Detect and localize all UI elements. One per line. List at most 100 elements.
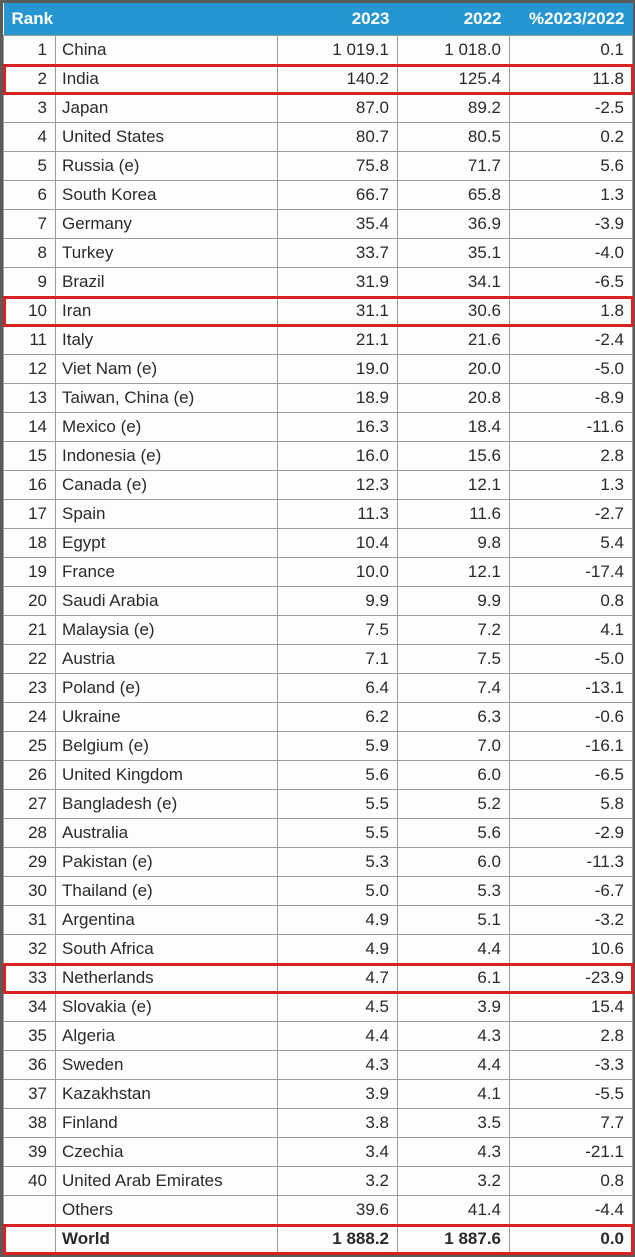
cell-country: Egypt <box>56 529 278 558</box>
table-row: Others39.641.4-4.4 <box>4 1196 633 1225</box>
cell-pct: -3.3 <box>510 1051 633 1080</box>
cell-rank: 35 <box>4 1022 56 1051</box>
cell-rank: 24 <box>4 703 56 732</box>
col-header-2022: 2022 <box>398 3 510 36</box>
cell-country: Indonesia (e) <box>56 442 278 471</box>
cell-y2023: 39.6 <box>278 1196 398 1225</box>
cell-pct: -13.1 <box>510 674 633 703</box>
header-row: Rank 2023 2022 %2023/2022 <box>4 3 633 36</box>
table-body: 1China1 019.11 018.00.12India140.2125.41… <box>4 36 633 1254</box>
cell-country: World <box>56 1225 278 1254</box>
table-row: 38Finland3.83.57.7 <box>4 1109 633 1138</box>
cell-y2022: 3.5 <box>398 1109 510 1138</box>
cell-country: Kazakhstan <box>56 1080 278 1109</box>
table-row: 4United States80.780.50.2 <box>4 123 633 152</box>
cell-pct: -6.7 <box>510 877 633 906</box>
cell-rank: 26 <box>4 761 56 790</box>
cell-y2022: 1 018.0 <box>398 36 510 65</box>
cell-y2022: 6.0 <box>398 761 510 790</box>
table-container: Rank 2023 2022 %2023/2022 1China1 019.11… <box>0 0 635 1257</box>
cell-pct: -2.5 <box>510 94 633 123</box>
cell-country: Netherlands <box>56 964 278 993</box>
cell-country: Finland <box>56 1109 278 1138</box>
cell-rank: 7 <box>4 210 56 239</box>
cell-y2023: 66.7 <box>278 181 398 210</box>
cell-pct: -23.9 <box>510 964 633 993</box>
cell-pct: -2.4 <box>510 326 633 355</box>
table-row: 25Belgium (e)5.97.0-16.1 <box>4 732 633 761</box>
cell-rank: 6 <box>4 181 56 210</box>
table-row: 29Pakistan (e)5.36.0-11.3 <box>4 848 633 877</box>
cell-country: Australia <box>56 819 278 848</box>
cell-pct: 15.4 <box>510 993 633 1022</box>
cell-y2023: 33.7 <box>278 239 398 268</box>
cell-rank: 17 <box>4 500 56 529</box>
cell-country: Viet Nam (e) <box>56 355 278 384</box>
cell-y2022: 65.8 <box>398 181 510 210</box>
cell-rank: 37 <box>4 1080 56 1109</box>
table-frame: Rank 2023 2022 %2023/2022 1China1 019.11… <box>0 0 635 1257</box>
table-row: 27Bangladesh (e)5.55.25.8 <box>4 790 633 819</box>
cell-country: Others <box>56 1196 278 1225</box>
cell-y2022: 15.6 <box>398 442 510 471</box>
cell-y2022: 3.9 <box>398 993 510 1022</box>
cell-pct: -11.3 <box>510 848 633 877</box>
cell-country: Thailand (e) <box>56 877 278 906</box>
cell-rank: 1 <box>4 36 56 65</box>
table-row: 22Austria7.17.5-5.0 <box>4 645 633 674</box>
cell-pct: -0.6 <box>510 703 633 732</box>
cell-y2022: 80.5 <box>398 123 510 152</box>
cell-rank: 9 <box>4 268 56 297</box>
cell-y2023: 1 019.1 <box>278 36 398 65</box>
cell-pct: -3.9 <box>510 210 633 239</box>
cell-y2023: 3.8 <box>278 1109 398 1138</box>
cell-rank: 30 <box>4 877 56 906</box>
cell-rank: 31 <box>4 906 56 935</box>
cell-pct: 2.8 <box>510 1022 633 1051</box>
cell-rank: 29 <box>4 848 56 877</box>
cell-y2022: 4.3 <box>398 1022 510 1051</box>
table-row: 33Netherlands4.76.1-23.9 <box>4 964 633 993</box>
cell-pct: 0.8 <box>510 587 633 616</box>
cell-y2023: 18.9 <box>278 384 398 413</box>
cell-pct: 4.1 <box>510 616 633 645</box>
cell-rank: 15 <box>4 442 56 471</box>
cell-rank: 8 <box>4 239 56 268</box>
table-row: 14Mexico (e)16.318.4-11.6 <box>4 413 633 442</box>
cell-country: Spain <box>56 500 278 529</box>
cell-pct: -6.5 <box>510 761 633 790</box>
cell-country: Bangladesh (e) <box>56 790 278 819</box>
cell-country: Belgium (e) <box>56 732 278 761</box>
table-row: 15Indonesia (e)16.015.62.8 <box>4 442 633 471</box>
cell-pct: 5.8 <box>510 790 633 819</box>
cell-pct: -5.0 <box>510 355 633 384</box>
cell-y2022: 41.4 <box>398 1196 510 1225</box>
cell-pct: -2.7 <box>510 500 633 529</box>
cell-pct: -6.5 <box>510 268 633 297</box>
table-row: 40United Arab Emirates3.23.20.8 <box>4 1167 633 1196</box>
cell-rank: 10 <box>4 297 56 326</box>
cell-country: Russia (e) <box>56 152 278 181</box>
table-row: 5Russia (e)75.871.75.6 <box>4 152 633 181</box>
cell-y2022: 11.6 <box>398 500 510 529</box>
cell-y2023: 7.1 <box>278 645 398 674</box>
cell-y2023: 19.0 <box>278 355 398 384</box>
cell-rank: 20 <box>4 587 56 616</box>
cell-y2023: 35.4 <box>278 210 398 239</box>
cell-y2022: 71.7 <box>398 152 510 181</box>
cell-pct: -4.0 <box>510 239 633 268</box>
cell-country: Japan <box>56 94 278 123</box>
cell-y2023: 31.1 <box>278 297 398 326</box>
table-row: 6South Korea66.765.81.3 <box>4 181 633 210</box>
cell-pct: -8.9 <box>510 384 633 413</box>
cell-y2022: 4.4 <box>398 1051 510 1080</box>
cell-pct: -5.0 <box>510 645 633 674</box>
cell-y2022: 5.1 <box>398 906 510 935</box>
cell-pct: -21.1 <box>510 1138 633 1167</box>
ranking-table: Rank 2023 2022 %2023/2022 1China1 019.11… <box>3 3 633 1254</box>
table-row: 23Poland (e)6.47.4-13.1 <box>4 674 633 703</box>
cell-y2022: 4.4 <box>398 935 510 964</box>
cell-pct: 5.6 <box>510 152 633 181</box>
cell-rank: 16 <box>4 471 56 500</box>
cell-rank: 38 <box>4 1109 56 1138</box>
